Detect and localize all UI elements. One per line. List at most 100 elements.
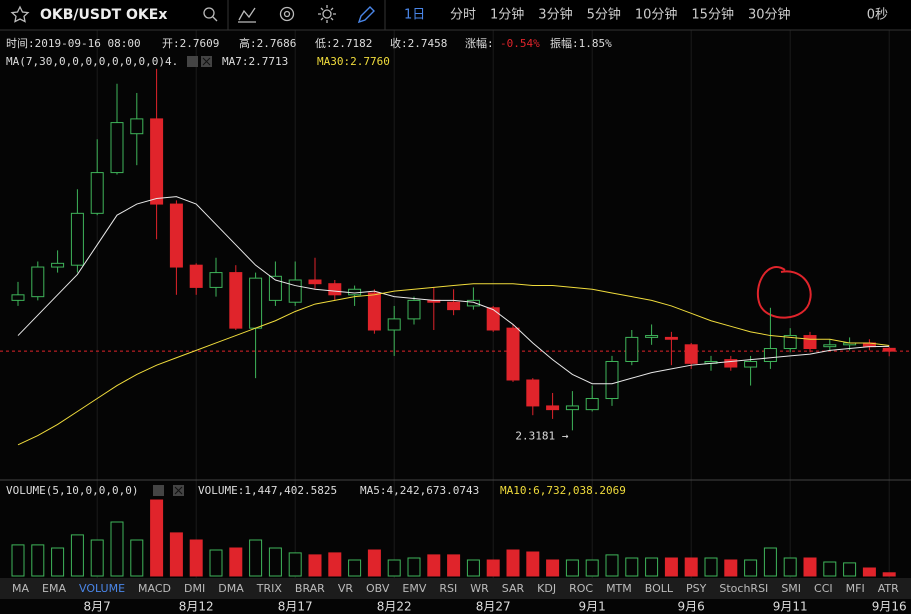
settings-icon[interactable] <box>279 6 295 22</box>
indicator-tab[interactable]: MFI <box>846 582 865 595</box>
search-icon[interactable] <box>203 7 218 22</box>
period-active[interactable]: 1日 <box>404 8 425 23</box>
indicator-tab[interactable]: ROC <box>569 582 593 595</box>
period-option[interactable]: 1分钟 <box>490 7 524 23</box>
toolbar <box>0 0 911 30</box>
theme-icon[interactable] <box>318 5 336 23</box>
hand-drawn-circle <box>756 266 812 319</box>
indicator-tab[interactable]: EMA <box>42 582 66 595</box>
candle-body <box>367 292 381 331</box>
candle-body <box>229 272 243 329</box>
volume-bar <box>486 559 500 577</box>
volume-bar <box>70 534 84 577</box>
indicator-tab[interactable]: MTM <box>606 582 632 595</box>
indicator-tab[interactable]: VR <box>338 582 354 595</box>
x-tick-label: 8月12 <box>179 600 214 614</box>
candle-body <box>130 118 144 135</box>
volume-bar <box>308 554 322 577</box>
candle-body <box>466 299 480 307</box>
period-option[interactable]: 3分钟 <box>538 7 572 23</box>
period-option[interactable]: 15分钟 <box>691 7 734 23</box>
candle-body <box>565 405 579 411</box>
volume-bar <box>546 559 560 577</box>
candle-body <box>387 318 401 331</box>
x-tick-label: 9月11 <box>773 600 808 614</box>
volume-bar <box>328 552 342 577</box>
indicator-tab[interactable]: RSI <box>439 582 457 595</box>
x-tick-label: 8月22 <box>377 600 412 614</box>
candle-body <box>823 344 837 348</box>
indicator-tab[interactable]: StochRSI <box>719 582 768 595</box>
x-tick-label: 9月6 <box>678 600 705 614</box>
volume-bar <box>288 552 302 577</box>
indicator-tab[interactable]: ATR <box>878 582 899 595</box>
volume-bar <box>110 521 124 577</box>
x-tick-label: 9月1 <box>579 600 606 614</box>
info-close: 收:2.7458 <box>390 36 447 50</box>
volume-bar <box>506 549 520 577</box>
indicator-tab[interactable]: PSY <box>686 582 707 595</box>
x-tick-label: 8月7 <box>84 600 111 614</box>
volume-bar <box>724 559 738 577</box>
volume-bar <box>882 572 896 577</box>
volume-bar <box>664 557 678 577</box>
period-option[interactable]: 分时 <box>450 8 476 23</box>
volume-bar <box>130 539 144 577</box>
candle-body <box>645 335 659 338</box>
volume-bar <box>407 557 421 577</box>
candle-body <box>348 288 362 296</box>
volume-bar <box>763 547 777 577</box>
legend-ma30: MA30:2.7760 <box>317 55 390 68</box>
countdown: 0秒 <box>867 8 888 23</box>
volume-bar <box>209 549 223 577</box>
candle-body <box>783 335 797 350</box>
pair-name: OKB/USDT OKEx <box>40 7 167 23</box>
indicator-icon[interactable] <box>238 7 256 23</box>
indicator-tab[interactable]: MACD <box>138 582 171 595</box>
indicator-tab[interactable]: MA <box>12 582 29 595</box>
indicator-tab[interactable]: BRAR <box>295 582 325 595</box>
indicator-tab[interactable]: VOLUME <box>79 582 125 595</box>
candle-body <box>526 379 540 407</box>
candle-body <box>605 360 619 400</box>
info-amplitude: 振幅:1.85% <box>550 36 612 50</box>
indicator-tab[interactable]: KDJ <box>537 582 556 595</box>
candle-body <box>11 294 25 301</box>
volume-bar <box>704 557 718 577</box>
volume-buttons[interactable] <box>153 485 184 496</box>
ma-line <box>17 283 890 446</box>
period-option[interactable]: 5分钟 <box>587 7 621 23</box>
indicator-tab[interactable]: EMV <box>402 582 426 595</box>
draw-icon[interactable] <box>357 6 375 24</box>
candle-body <box>110 122 124 174</box>
volume-bar <box>268 547 282 577</box>
period-option[interactable]: 10分钟 <box>635 7 678 23</box>
ma-buttons[interactable] <box>187 56 212 67</box>
volume-bar <box>447 554 461 577</box>
volume-bar <box>843 562 857 577</box>
indicator-tab[interactable]: TRIX <box>256 582 283 595</box>
volume-bar <box>684 557 698 577</box>
volume-bar <box>51 547 65 577</box>
indicator-tab[interactable]: SMI <box>781 582 801 595</box>
candle-body <box>763 348 777 362</box>
info-change: -0.54% <box>500 37 540 50</box>
candle-body <box>684 344 698 364</box>
indicator-tab[interactable]: SAR <box>502 582 525 595</box>
info-open: 开:2.7609 <box>162 37 219 50</box>
favorite-star[interactable] <box>10 5 30 23</box>
indicator-tab[interactable]: CCI <box>814 582 833 595</box>
indicator-tab[interactable]: WR <box>470 582 489 595</box>
indicator-tab[interactable]: BOLL <box>645 582 674 595</box>
period-option[interactable]: 30分钟 <box>748 7 791 23</box>
volume-bar <box>189 539 203 577</box>
candle-body <box>268 275 282 301</box>
candle-body <box>249 277 263 329</box>
indicator-tab[interactable]: DMA <box>218 582 244 595</box>
candle-body <box>724 359 738 368</box>
volume-bar <box>367 549 381 577</box>
indicator-tab[interactable]: DMI <box>184 582 205 595</box>
indicator-tab[interactable]: OBV <box>366 582 390 595</box>
candle-body <box>803 335 817 350</box>
